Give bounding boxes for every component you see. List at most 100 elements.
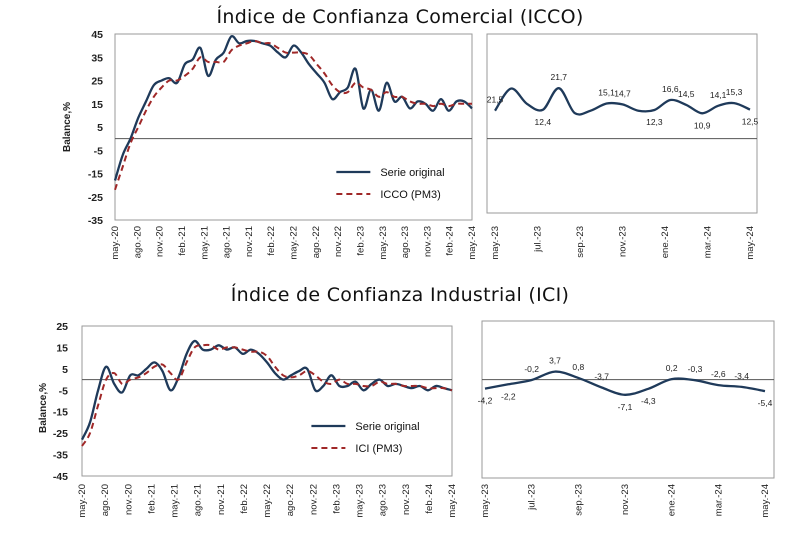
- icco_main-xtick: nov.-23: [422, 226, 433, 257]
- ici_zoom-xtick: sep.-23: [573, 484, 584, 516]
- icco_main-legend-label-pm3: ICCO (PM3): [380, 189, 441, 201]
- ici_main-ytick: 25: [56, 321, 68, 333]
- icco_main-xtick: feb.-22: [266, 226, 277, 256]
- icco_main-pm3-line: [114, 40, 472, 191]
- ici_zoom-data-label: -2,2: [501, 391, 516, 401]
- ici_zoom-xtick: mar.-24: [713, 484, 724, 516]
- ici_zoom-data-label: 0,8: [572, 362, 584, 372]
- icco_main-ylabel: Balance,%: [62, 102, 73, 152]
- icco_main-xtick: nov.-20: [155, 226, 166, 257]
- icco_zoom-data-label: 12,5: [742, 117, 759, 127]
- icco_main-original-line: [113, 34, 473, 181]
- icco_main-ytick: -5: [94, 145, 103, 157]
- ici_main-xtick: feb.-22: [239, 484, 250, 514]
- icco_zoom-xtick: jul.-23: [533, 226, 544, 253]
- icco_zoom-data-label: 21,7: [550, 72, 567, 82]
- ici_main-xtick: may.-23: [355, 484, 366, 518]
- ici_main-xtick: may.-22: [262, 484, 273, 518]
- ici_zoom-xtick: may.-23: [480, 484, 491, 518]
- icco_zoom-xtick: mar.-24: [703, 226, 714, 258]
- ici_zoom-xtick: ene.-24: [667, 484, 678, 516]
- ici_main-xtick: ago.-21: [193, 484, 204, 516]
- ici-title: Índice de Confianza Industrial (ICI): [230, 284, 570, 306]
- ici_zoom-data-label: -3,4: [734, 371, 749, 381]
- icco_zoom-data-label: 14,1: [710, 90, 727, 100]
- icco_main-ytick: 35: [91, 52, 103, 64]
- ici_main-xtick: feb.-24: [424, 484, 435, 514]
- ici_main-xtick: feb.-21: [146, 484, 157, 514]
- icco_main-xtick: ago.-21: [222, 226, 233, 258]
- icco_main-xtick: feb.-21: [177, 226, 188, 256]
- icco_zoom-data-label: 21,5: [487, 95, 504, 105]
- ici_main-ytick: -25: [53, 428, 68, 440]
- ici_main-ytick: 5: [62, 364, 68, 376]
- ici_zoom-data-label: -3,7: [594, 372, 609, 382]
- icco_main-ytick: -35: [88, 215, 103, 227]
- ici_main-xtick: ago.-22: [285, 484, 296, 516]
- ici_main-xtick: feb.-23: [331, 484, 342, 514]
- icco_main-ytick: 5: [97, 122, 103, 134]
- ici_main-pm3-line: [81, 343, 453, 447]
- icco_zoom-frame: [486, 33, 758, 214]
- icco_zoom-xtick: nov.-23: [618, 226, 629, 257]
- ici_zoom-data-label: -7,1: [618, 402, 633, 412]
- icco_main-xtick: may.-20: [110, 226, 121, 260]
- ici_zoom-data-label: -2,6: [711, 369, 726, 379]
- icco_main-ytick: 45: [91, 29, 103, 41]
- ici_main-xtick: may.-21: [170, 484, 181, 518]
- ici_zoom-data-label: -0,2: [524, 364, 539, 374]
- icco_zoom-xtick: sep.-23: [575, 226, 586, 258]
- ici_zoom-data-label: 0,2: [666, 363, 678, 373]
- icco_zoom-xtick: ene.-24: [660, 226, 671, 258]
- ici_main-ytick: 15: [56, 342, 68, 354]
- icco_main-xtick: nov.-21: [244, 226, 255, 257]
- icco_main-ytick: -15: [88, 169, 103, 181]
- ici_main-xtick: ago.-20: [100, 484, 111, 516]
- icco_main-xtick: ago.-22: [311, 226, 322, 258]
- icco_zoom-data-label: 14,7: [614, 88, 631, 98]
- ici_main-ytick: -35: [53, 450, 68, 462]
- ici_zoom-data-label: -4,2: [478, 396, 493, 406]
- icco_main-xtick: may.-21: [199, 226, 210, 260]
- icco_zoom-original-line: [494, 87, 751, 116]
- icco_main-xtick: feb.-23: [355, 226, 366, 256]
- icco_zoom-xtick: may.-24: [745, 226, 756, 260]
- ici_main-legend-label-original: Serie original: [355, 421, 419, 433]
- ici_main-legend-label-pm3: ICI (PM3): [355, 443, 402, 455]
- ici_main-ylabel: Balance,%: [38, 383, 49, 433]
- ici_main-xtick: nov.-21: [216, 484, 227, 515]
- icco_main-xtick: may.-22: [289, 226, 300, 260]
- ici_main-xtick: nov.-23: [401, 484, 412, 515]
- icco_zoom-data-label: 12,3: [646, 117, 663, 127]
- icco_zoom-data-label: 15,1: [598, 88, 615, 98]
- icco_main-xtick: nov.-22: [333, 226, 344, 257]
- ici_zoom-original-line: [484, 370, 766, 396]
- ici_main-xtick: nov.-22: [308, 484, 319, 515]
- ici_main-xtick: nov.-20: [123, 484, 134, 515]
- icco_main-xtick: may.-23: [378, 226, 389, 260]
- ici_main-frame: [81, 325, 453, 477]
- ici_main-original-line: [80, 339, 453, 441]
- ici_main-ytick: -5: [59, 385, 68, 397]
- icco-title: Índice de Confianza Comercial (ICCO): [216, 6, 584, 28]
- ici_zoom-data-label: -5,4: [758, 398, 773, 408]
- ici_main-xtick: may.-20: [77, 484, 88, 518]
- icco_main-xtick: ago.-20: [132, 226, 143, 258]
- ici_zoom-data-label: 3,7: [549, 356, 561, 366]
- icco_main-ytick: 25: [91, 76, 103, 88]
- ici_zoom-data-label: -0,3: [688, 364, 703, 374]
- icco_main-xtick: feb.-24: [445, 226, 456, 256]
- icco_zoom-data-label: 12,4: [535, 117, 552, 127]
- ici_main-ytick: -45: [53, 471, 68, 483]
- ici_main-ytick: -15: [53, 407, 68, 419]
- icco_main-xtick: ago.-23: [400, 226, 411, 258]
- ici_zoom-data-label: -4,3: [641, 396, 656, 406]
- ici_zoom-xtick: jul.-23: [527, 484, 538, 511]
- icco_main-ytick: 15: [91, 99, 103, 111]
- ici_zoom-frame: [481, 320, 775, 479]
- ici_main-xtick: ago.-23: [378, 484, 389, 516]
- ici_main-xtick: may.-24: [447, 484, 458, 518]
- icco_zoom-data-label: 16,6: [662, 84, 679, 94]
- ici_zoom-xtick: nov.-23: [620, 484, 631, 515]
